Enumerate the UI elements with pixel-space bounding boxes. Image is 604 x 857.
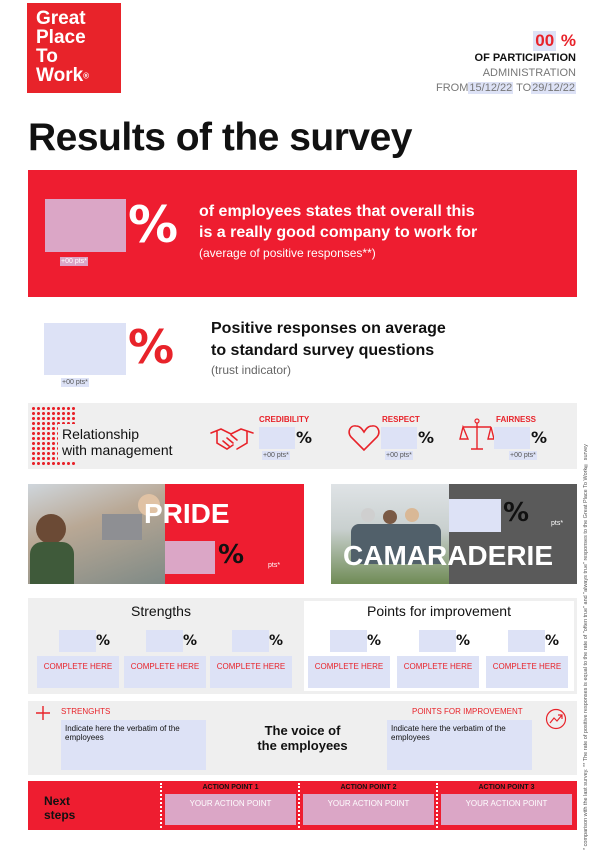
voice-title-line1: The voice of	[264, 723, 341, 738]
trust-text-line1: Positive responses on average	[211, 320, 446, 337]
divider	[436, 783, 439, 828]
from-date: 15/12/22	[468, 82, 514, 94]
strength-1-text: COMPLETE HERE	[37, 656, 119, 688]
respect-pts: +00 pts*	[385, 451, 413, 460]
voice-improvement-label: POINTS FOR IMPROVEMENT	[412, 707, 523, 716]
credibility-pct: %	[296, 428, 313, 447]
action-point-1-text: YOUR ACTION POINT	[165, 794, 296, 825]
heart-icon	[348, 425, 380, 452]
fairness-pct-placeholder	[494, 427, 530, 449]
strength-3-text: COMPLETE HERE	[210, 656, 292, 688]
strength-2-pct: %	[183, 633, 198, 649]
fairness-label: FAIRNESS	[496, 415, 537, 424]
respect-pct: %	[418, 428, 435, 447]
great-place-to-work-logo: Great Place To Work®	[27, 3, 121, 93]
respect-pct-placeholder	[381, 427, 417, 449]
overall-pct-symbol: %	[128, 196, 179, 254]
action-point-2-text: YOUR ACTION POINT	[303, 794, 434, 825]
camaraderie-pct: %	[503, 498, 530, 528]
logo-line: Work®	[36, 65, 90, 86]
administration-dates: FROM15/12/22 TO29/12/22	[436, 82, 576, 94]
plus-icon	[36, 706, 50, 720]
management-label-line1: Relationship	[62, 426, 140, 442]
improvement-1-text: COMPLETE HERE	[308, 656, 390, 688]
improvements-title: Points for improvement	[367, 603, 511, 619]
scale-icon	[459, 418, 495, 450]
pride-pts: pts*	[268, 562, 281, 569]
credibility-pts: +00 pts*	[262, 451, 290, 460]
next-steps-label-line2: steps	[44, 808, 76, 822]
strength-1-pct: %	[96, 633, 111, 649]
overall-pct-placeholder	[45, 199, 126, 252]
logo-line: Place	[36, 27, 86, 48]
participation-unit: %	[556, 31, 576, 50]
improvement-3-text: COMPLETE HERE	[486, 656, 568, 688]
overall-text-line1: of employees states that overall this	[199, 203, 475, 220]
respect-label: RESPECT	[382, 415, 420, 424]
action-point-3-header: ACTION POINT 3	[441, 784, 572, 791]
improvement-1-pct: %	[367, 633, 382, 649]
fairness-pct: %	[531, 428, 548, 447]
voice-strengths-verbatim: Indicate here the verbatim of the employ…	[61, 720, 206, 770]
management-label: Relationship with management	[58, 424, 177, 460]
improvement-3-pct-placeholder	[508, 630, 545, 652]
strength-3-pct: %	[269, 633, 284, 649]
overall-text-line2: is a really good company to work for	[199, 224, 478, 241]
handshake-icon	[210, 428, 254, 450]
page-title: Results of the survey	[28, 116, 412, 159]
pride-pct: %	[218, 540, 245, 570]
divider	[160, 783, 163, 828]
improvement-2-text: COMPLETE HERE	[397, 656, 479, 688]
divider	[298, 783, 301, 828]
trust-text-line2: to standard survey questions	[211, 342, 435, 359]
logo-line: Great	[36, 8, 86, 29]
management-label-line2: with management	[62, 442, 173, 458]
participation-label: OF PARTICIPATION	[474, 52, 576, 64]
to-label: TO	[516, 82, 532, 94]
camaraderie-pct-placeholder	[449, 499, 501, 532]
improvement-1-pct-placeholder	[330, 630, 367, 652]
trust-pct-placeholder	[44, 323, 126, 375]
to-date: 29/12/22	[531, 82, 576, 94]
strengths-title: Strengths	[131, 603, 191, 619]
footnote: * comparison with the last survey. ** Th…	[583, 444, 589, 850]
from-label: FROM	[436, 82, 469, 94]
fairness-pts: +00 pts*	[509, 451, 537, 460]
pride-pct-placeholder	[165, 541, 215, 574]
strength-2-text: COMPLETE HERE	[124, 656, 206, 688]
camaraderie-photo	[331, 484, 449, 584]
strength-3-pct-placeholder	[232, 630, 269, 652]
pride-label: PRIDE	[144, 498, 230, 529]
trust-text-line3: (trust indicator)	[211, 363, 292, 377]
credibility-pct-placeholder	[259, 427, 295, 449]
improvement-2-pct: %	[456, 633, 471, 649]
next-steps-label-line1: Next	[44, 794, 71, 808]
strength-2-pct-placeholder	[146, 630, 183, 652]
camaraderie-pts: pts*	[551, 520, 564, 527]
overall-text-line3: (average of positive responses**)	[199, 246, 376, 260]
next-steps-label: Next steps	[44, 794, 75, 822]
voice-improvement-verbatim: Indicate here the verbatim of the employ…	[387, 720, 532, 770]
action-point-2-header: ACTION POINT 2	[303, 784, 434, 791]
strength-1-pct-placeholder	[59, 630, 96, 652]
improvement-3-pct: %	[545, 633, 560, 649]
credibility-label: CREDIBILITY	[259, 415, 310, 424]
action-point-1-header: ACTION POINT 1	[165, 784, 296, 791]
trust-pts: +00 pts*	[61, 378, 89, 387]
logo-line: To	[36, 46, 58, 67]
trust-pct-symbol: %	[128, 320, 175, 374]
improvement-2-pct-placeholder	[419, 630, 456, 652]
participation-number: 00	[533, 31, 557, 51]
voice-strengths-label: STRENGHTS	[61, 707, 111, 716]
voice-title-line2: the employees	[257, 738, 348, 753]
administration-label: ADMINISTRATION	[482, 67, 576, 79]
pride-photo	[28, 484, 165, 584]
participation-value: 00 %	[533, 31, 576, 51]
action-point-3-text: YOUR ACTION POINT	[441, 794, 572, 825]
voice-title: The voice of the employees	[225, 723, 380, 753]
camaraderie-label: CAMARADERIE	[343, 540, 553, 571]
trend-up-icon	[545, 708, 567, 730]
overall-pts: +00 pts*	[60, 257, 88, 266]
